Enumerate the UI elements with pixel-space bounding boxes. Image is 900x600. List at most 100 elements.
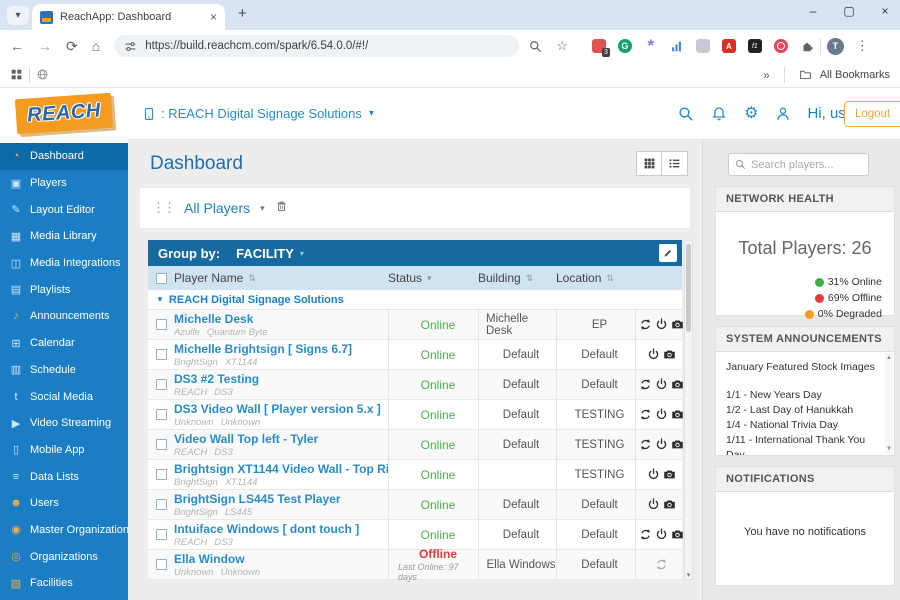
power-icon[interactable] (655, 378, 668, 391)
sidebar-item-social-media[interactable]: tSocial Media (0, 383, 128, 410)
refresh-icon[interactable] (639, 318, 652, 331)
camera-icon[interactable] (663, 498, 676, 511)
camera-icon[interactable] (671, 528, 684, 541)
sort-icon[interactable]: ⇅ (248, 273, 256, 284)
sidebar-item-master-organizations[interactable]: ◉Master Organizations (0, 517, 128, 544)
grid-view-button[interactable] (636, 151, 662, 176)
player-name-link[interactable]: BrightSign LS445 Test Player (174, 492, 341, 506)
sidebar-item-players[interactable]: ▣Players (0, 170, 128, 197)
user-icon[interactable] (775, 106, 791, 122)
extension-red-icon[interactable]: 3 (592, 39, 606, 53)
chevron-down-icon[interactable]: ▾ (260, 203, 265, 214)
camera-icon[interactable] (663, 468, 676, 481)
player-name-link[interactable]: Video Wall Top left - Tyler (174, 432, 318, 446)
sidebar-item-media-integrations[interactable]: ◫Media Integrations (0, 250, 128, 277)
reach-logo[interactable]: REACH (15, 93, 113, 135)
row-checkbox[interactable] (156, 439, 167, 450)
table-scrollbar[interactable]: ▾ (684, 240, 693, 580)
list-view-button[interactable] (662, 151, 688, 176)
gear-icon[interactable]: ⚙ (744, 106, 758, 122)
sidebar-item-organizations[interactable]: ◎Organizations (0, 543, 128, 570)
row-checkbox[interactable] (156, 529, 167, 540)
sidebar-item-schedule[interactable]: ▥Schedule (0, 357, 128, 384)
power-icon[interactable] (655, 438, 668, 451)
minimize-button[interactable]: – (806, 4, 820, 18)
sort-icon[interactable]: ⇅ (606, 273, 614, 284)
url-bar[interactable]: https://build.reachcm.com/spark/6.54.0.0… (114, 35, 519, 57)
scroll-down-icon[interactable]: ▾ (685, 571, 692, 579)
sidebar-item-data-lists[interactable]: ≡Data Lists (0, 463, 128, 490)
drag-handle-icon[interactable]: ⋮⋮ (152, 200, 174, 216)
announcements-scrollbar[interactable]: ▲ ▼ (885, 353, 893, 454)
player-name-link[interactable]: Intuiface Windows [ dont touch ] (174, 522, 359, 536)
sidebar-item-facilities[interactable]: ▧Facilities (0, 570, 128, 597)
player-name-link[interactable]: DS3 Video Wall [ Player version 5.x ] (174, 402, 381, 416)
power-icon[interactable] (655, 528, 668, 541)
globe-bookmark-icon[interactable] (36, 68, 49, 81)
group-by-value[interactable]: FACILITY (236, 246, 294, 261)
refresh-icon[interactable] (639, 408, 652, 421)
player-name-link[interactable]: Michelle Brightsign [ Signs 6.7] (174, 342, 352, 356)
power-icon[interactable] (655, 408, 668, 421)
camera-icon[interactable] (671, 318, 684, 331)
sidebar-item-layout-editor[interactable]: ✎Layout Editor (0, 196, 128, 223)
apps-grid-icon[interactable] (10, 68, 23, 81)
column-header-status[interactable]: Status▾ (388, 271, 478, 285)
notifications-bell-icon[interactable] (711, 106, 727, 122)
player-name-link[interactable]: Michelle Desk (174, 312, 253, 326)
refresh-icon[interactable] (639, 438, 652, 451)
power-icon[interactable] (647, 468, 660, 481)
power-icon[interactable] (647, 348, 660, 361)
row-checkbox[interactable] (156, 409, 167, 420)
browser-tab[interactable]: ReachApp: Dashboard × (32, 4, 225, 30)
sort-icon[interactable]: ▾ (427, 273, 432, 284)
camera-icon[interactable] (671, 438, 684, 451)
player-name-link[interactable]: Ella Window (174, 552, 245, 566)
widget-title[interactable]: All Players (184, 200, 250, 216)
new-tab-button[interactable]: + (238, 5, 247, 22)
camera-icon[interactable] (663, 348, 676, 361)
column-header-building[interactable]: Building⇅ (478, 271, 556, 285)
row-checkbox[interactable] (156, 469, 167, 480)
extension-flower-icon[interactable]: * (644, 39, 658, 53)
browser-menu-icon[interactable]: ⋮ (856, 38, 869, 54)
sidebar-item-media-library[interactable]: ▦Media Library (0, 223, 128, 250)
extension-pdf-icon[interactable]: A (722, 39, 736, 53)
table-group-row[interactable]: ▼ REACH Digital Signage Solutions (148, 290, 682, 310)
player-name-link[interactable]: Brightsign XT1144 Video Wall - Top Right (174, 462, 388, 476)
row-checkbox[interactable] (156, 379, 167, 390)
search-icon[interactable] (678, 106, 694, 122)
scroll-down-icon[interactable]: ▼ (885, 446, 893, 452)
search-input[interactable] (751, 159, 862, 171)
refresh-icon[interactable] (655, 558, 668, 571)
close-button[interactable]: × (878, 4, 892, 18)
sort-icon[interactable]: ⇅ (526, 273, 534, 284)
home-button[interactable]: ⌂ (92, 38, 100, 54)
select-all-checkbox[interactable] (156, 273, 167, 284)
extension-script-icon[interactable]: f1 (748, 39, 762, 53)
forward-button[interactable]: → (38, 38, 52, 54)
trash-icon[interactable] (275, 199, 288, 218)
sidebar-item-announcements[interactable]: ♪Announcements (0, 303, 128, 330)
edit-grouping-button[interactable] (659, 244, 677, 262)
power-icon[interactable] (655, 318, 668, 331)
sidebar-item-calendar[interactable]: ⊞Calendar (0, 330, 128, 357)
row-checkbox[interactable] (156, 349, 167, 360)
all-bookmarks-button[interactable]: All Bookmarks (820, 69, 890, 81)
tab-search-button[interactable]: ▾ (7, 6, 29, 25)
sidebar-item-playlists[interactable]: ▤Playlists (0, 276, 128, 303)
row-checkbox[interactable] (156, 499, 167, 510)
extension-stats-icon[interactable] (670, 39, 684, 53)
row-checkbox[interactable] (156, 559, 167, 570)
organization-selector[interactable]: : REACH Digital Signage Solutions ▾ (142, 106, 374, 122)
row-checkbox[interactable] (156, 319, 167, 330)
extension-pink-icon[interactable] (774, 39, 788, 53)
back-button[interactable]: ← (10, 38, 24, 54)
extension-grammarly-icon[interactable]: G (618, 39, 632, 53)
refresh-icon[interactable] (639, 378, 652, 391)
logout-button[interactable]: Logout (844, 101, 900, 127)
refresh-icon[interactable] (639, 528, 652, 541)
maximize-button[interactable]: ▢ (842, 4, 856, 18)
tune-icon[interactable] (124, 40, 137, 53)
sidebar-item-mobile-app[interactable]: ▯Mobile App (0, 437, 128, 464)
